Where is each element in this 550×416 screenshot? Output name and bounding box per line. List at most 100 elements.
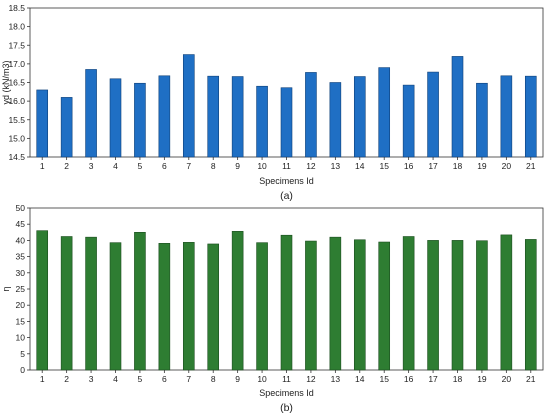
- chart-a-bar: [85, 69, 97, 158]
- chart-b-x-tick-label: 21: [526, 374, 536, 384]
- chart-b-x-tick-label: 15: [379, 374, 389, 384]
- chart-a-bar: [60, 97, 73, 158]
- chart-b-bar: [60, 236, 73, 371]
- chart-b-x-tick-label: 18: [453, 374, 463, 384]
- chart-a-caption: (a): [280, 190, 293, 202]
- chart-a-x-tick-label: 5: [138, 161, 143, 171]
- chart-a-y-tick-label: 16.5: [8, 78, 25, 88]
- chart-a-bar: [476, 82, 488, 158]
- chart-b-x-tick-label: 2: [64, 374, 69, 384]
- chart-b-y-tick-label: 50: [16, 203, 26, 213]
- chart-b-y-tick-label: 10: [16, 333, 26, 343]
- chart-a-x-tick-label: 19: [477, 161, 487, 171]
- chart-b-bar: [182, 242, 195, 371]
- chart-b-x-tick-label: 13: [331, 374, 341, 384]
- chart-b-bar: [231, 231, 244, 371]
- chart-b-y-tick-label: 25: [16, 284, 26, 294]
- chart-a-bar: [402, 84, 415, 158]
- chart-a-y-tick-label: 15.5: [8, 115, 25, 125]
- chart-b-bar: [158, 243, 171, 371]
- chart-a-x-axis-title: Specimens Id: [259, 176, 314, 186]
- chart-a-bar: [280, 87, 293, 158]
- chart-a-bar: [378, 67, 391, 158]
- chart-a-x-tick-label: 14: [355, 161, 365, 171]
- chart-b-x-tick-label: 5: [138, 374, 143, 384]
- chart-a-dry-unit-weight: 14.515.015.516.016.517.017.518.018.51 2 3 4…: [1, 3, 544, 202]
- chart-a-x-tick-label: 4: [113, 161, 118, 171]
- chart-a-x-tick-label: 15: [379, 161, 389, 171]
- chart-a-bar: [500, 75, 513, 158]
- chart-a-x-tick-label: 17: [428, 161, 438, 171]
- chart-b-bar: [256, 242, 268, 371]
- chart-b-x-tick-label: 4: [113, 374, 118, 384]
- chart-b-bar: [353, 239, 366, 371]
- chart-a-x-tick-label: 9: [235, 161, 240, 171]
- chart-a-bar: [353, 76, 366, 158]
- chart-b-bar: [427, 240, 439, 371]
- chart-a-bar: [305, 72, 317, 158]
- chart-b-x-tick-label: 14: [355, 374, 365, 384]
- chart-b-bar: [36, 230, 49, 371]
- chart-a-bar: [36, 89, 49, 158]
- chart-b-bar: [402, 236, 415, 371]
- chart-b-y-tick-label: 20: [16, 300, 26, 310]
- chart-a-x-tick-label: 7: [186, 161, 191, 171]
- chart-a-bar: [231, 76, 244, 158]
- chart-b-x-tick-label: 11: [282, 374, 291, 384]
- chart-a-y-axis-title: γd (kN/m3): [1, 60, 11, 104]
- chart-a-bar: [329, 82, 342, 158]
- chart-b-y-tick-label: 35: [16, 252, 26, 262]
- chart-a-bar: [158, 75, 171, 158]
- chart-a-bar: [182, 54, 195, 158]
- chart-a-bar: [451, 56, 464, 158]
- chart-a-y-tick-label: 18.5: [8, 3, 25, 13]
- chart-b-x-tick-label: 8: [211, 374, 216, 384]
- chart-a-x-tick-label: 2: [64, 161, 69, 171]
- chart-b-y-tick-label: 5: [20, 349, 25, 359]
- chart-b-x-tick-label: 10: [257, 374, 267, 384]
- chart-a-bar: [256, 85, 268, 158]
- chart-a-x-tick-label: 13: [331, 161, 341, 171]
- chart-b-x-tick-label: 17: [428, 374, 438, 384]
- chart-b-x-tick-label: 12: [306, 374, 316, 384]
- chart-b-bar: [207, 243, 220, 371]
- chart-a-x-tick-label: 20: [502, 161, 512, 171]
- chart-b-x-tick-label: 16: [404, 374, 414, 384]
- chart-a-y-tick-label: 17.0: [8, 59, 25, 69]
- chart-a-bar: [134, 82, 146, 158]
- chart-a-x-tick-label: 6: [162, 161, 167, 171]
- chart-a-x-tick-label: 3: [89, 161, 94, 171]
- chart-b-bar: [305, 240, 317, 371]
- chart-b-bar: [524, 239, 537, 371]
- chart-a-x-tick-label: 10: [257, 161, 267, 171]
- chart-b-x-tick-label: 9: [235, 374, 240, 384]
- chart-a-x-tick-label: 21: [526, 161, 536, 171]
- chart-b-y-tick-label: 30: [16, 268, 26, 278]
- chart-a-bar: [427, 71, 439, 158]
- chart-a-bar: [524, 75, 537, 158]
- chart-a-x-tick-label: 11: [282, 161, 291, 171]
- chart-b-y-tick-label: 40: [16, 235, 26, 245]
- chart-b-x-tick-label: 20: [502, 374, 512, 384]
- chart-b-bar: [109, 242, 122, 371]
- chart-b-x-tick-label: 7: [186, 374, 191, 384]
- chart-a-y-tick-label: 14.5: [8, 152, 25, 162]
- chart-b-y-tick-label: 15: [16, 316, 26, 326]
- chart-b-bar: [329, 236, 342, 371]
- chart-b-y-axis-title: η: [1, 286, 11, 291]
- chart-b-x-axis-title: Specimens Id: [259, 388, 314, 398]
- chart-b-bar: [451, 240, 464, 371]
- chart-a-x-tick-label: 8: [211, 161, 216, 171]
- chart-b-bar: [476, 240, 488, 371]
- chart-b-y-tick-label: 0: [20, 365, 25, 375]
- chart-a-y-tick-label: 18.0: [8, 22, 25, 32]
- chart-b-x-tick-label: 6: [162, 374, 167, 384]
- chart-b-bar: [134, 232, 146, 371]
- chart-a-bar: [207, 75, 220, 158]
- chart-b-caption: (b): [280, 402, 293, 414]
- chart-b-bar: [378, 241, 391, 371]
- chart-a-x-tick-label: 16: [404, 161, 414, 171]
- chart-b-y-tick-label: 45: [16, 219, 26, 229]
